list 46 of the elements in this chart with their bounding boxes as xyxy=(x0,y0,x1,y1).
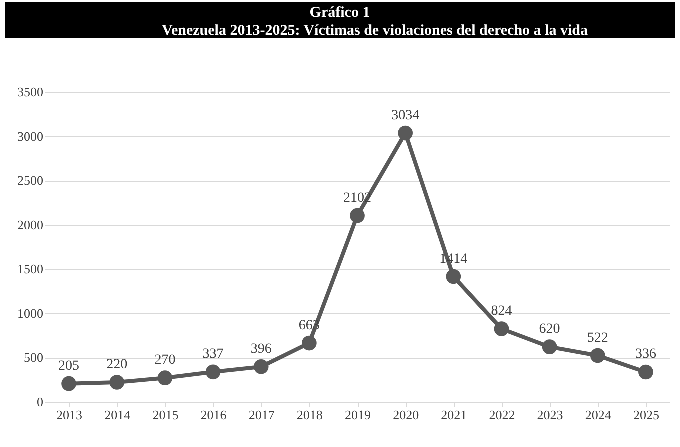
data-label: 3034 xyxy=(392,108,420,124)
point xyxy=(254,360,269,374)
chart-subtitle: Venezuela 2013-2025: Víctimas de violaciones del derecho a la vida xyxy=(162,23,588,39)
point xyxy=(350,208,365,224)
point xyxy=(494,322,510,336)
x-tick-label: 2013 xyxy=(56,408,83,422)
data-label: 337 xyxy=(202,347,224,362)
x-tick-label: 2022 xyxy=(489,408,516,422)
point xyxy=(158,370,173,386)
point xyxy=(206,364,221,380)
data-label: 396 xyxy=(250,342,272,357)
x-tick-label: 2021 xyxy=(441,408,468,422)
x-tick-label: 2023 xyxy=(537,408,564,422)
x-tick-label: 2019 xyxy=(345,408,371,422)
data-label: 522 xyxy=(587,330,608,346)
x-tick-label: 2016 xyxy=(200,408,228,422)
point xyxy=(542,340,558,354)
y-tick-label: 2000 xyxy=(18,217,44,232)
y-tick-label: 500 xyxy=(24,350,44,366)
point xyxy=(110,375,125,390)
x-tick-label: 2015 xyxy=(152,408,179,422)
x-tick-label: 2020 xyxy=(393,408,420,422)
point xyxy=(62,376,76,392)
point xyxy=(398,126,413,141)
x-tick-label: 2024 xyxy=(585,408,612,422)
point xyxy=(302,336,317,351)
y-tick-label: 2500 xyxy=(18,173,44,188)
data-label: 270 xyxy=(154,353,176,368)
x-tick-label: 2025 xyxy=(633,408,660,422)
point xyxy=(446,269,462,284)
x-tick-label: 2017 xyxy=(248,408,276,422)
y-tick-label: 0 xyxy=(37,394,44,410)
data-label: 205 xyxy=(58,358,80,374)
y-tick-label: 3500 xyxy=(18,84,44,100)
x-tick-label: 2014 xyxy=(104,408,132,422)
chart-title: Gráfico 1 xyxy=(310,5,370,21)
x-tick-label: 2018 xyxy=(296,408,323,422)
y-tick-label: 3000 xyxy=(18,128,44,144)
point xyxy=(638,364,654,380)
data-label: 620 xyxy=(539,322,560,338)
data-label: 220 xyxy=(106,358,128,373)
data-label: 824 xyxy=(491,304,512,320)
y-tick-label: 1500 xyxy=(18,262,44,277)
y-tick-label: 1000 xyxy=(18,306,44,321)
data-label: 336 xyxy=(635,347,656,362)
point xyxy=(590,348,606,364)
